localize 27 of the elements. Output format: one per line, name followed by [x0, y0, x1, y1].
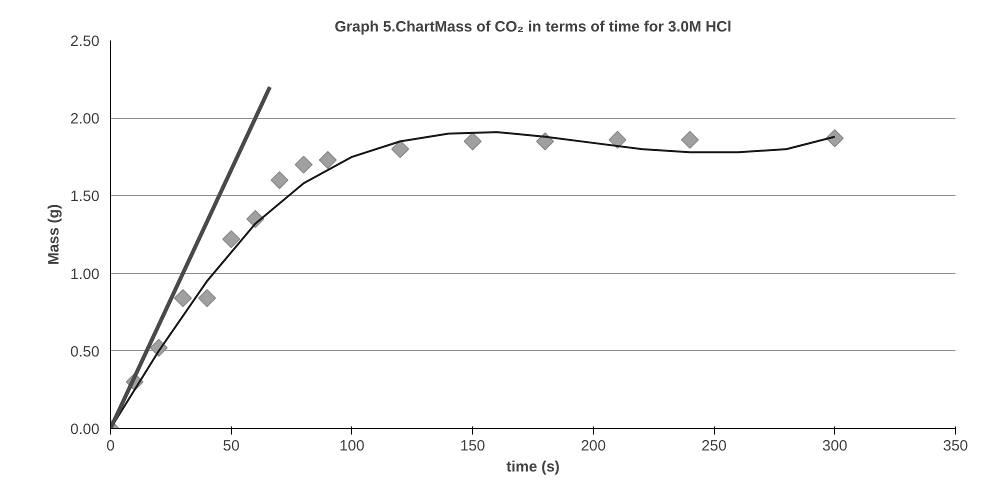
x-tick-label: 50 — [222, 438, 240, 454]
point — [222, 230, 240, 248]
x-tick-label: 350 — [942, 438, 968, 454]
y-tick-label: 2.50 — [70, 33, 100, 50]
x-tick-label: 200 — [580, 438, 606, 454]
chart-title: Graph 5.ChartMass of CO₂ in terms of time for 3.0M HCl — [334, 18, 732, 36]
point — [318, 151, 337, 169]
point — [680, 130, 699, 149]
point — [294, 156, 313, 174]
y-tick-label: 0.00 — [70, 421, 100, 438]
point — [391, 140, 410, 158]
y-tick-label: 2.00 — [70, 110, 100, 128]
x-tick-label: 150 — [460, 438, 486, 454]
x-tick-label: 250 — [702, 438, 727, 454]
point — [270, 171, 288, 190]
y-tick-label: 1.00 — [70, 266, 100, 283]
point — [174, 289, 192, 308]
point — [608, 130, 626, 149]
x-axis-title: time (s) — [506, 458, 560, 476]
x-tick-label: 300 — [822, 438, 848, 454]
y-tick-label: 0.50 — [70, 343, 100, 360]
point — [198, 289, 216, 308]
x-tick-label: 0 — [106, 438, 115, 454]
x-tick-label: 100 — [339, 438, 364, 454]
point — [464, 132, 482, 150]
y-tick-label: 1.50 — [70, 188, 100, 206]
y-axis-title: Mass (g) — [45, 204, 62, 265]
